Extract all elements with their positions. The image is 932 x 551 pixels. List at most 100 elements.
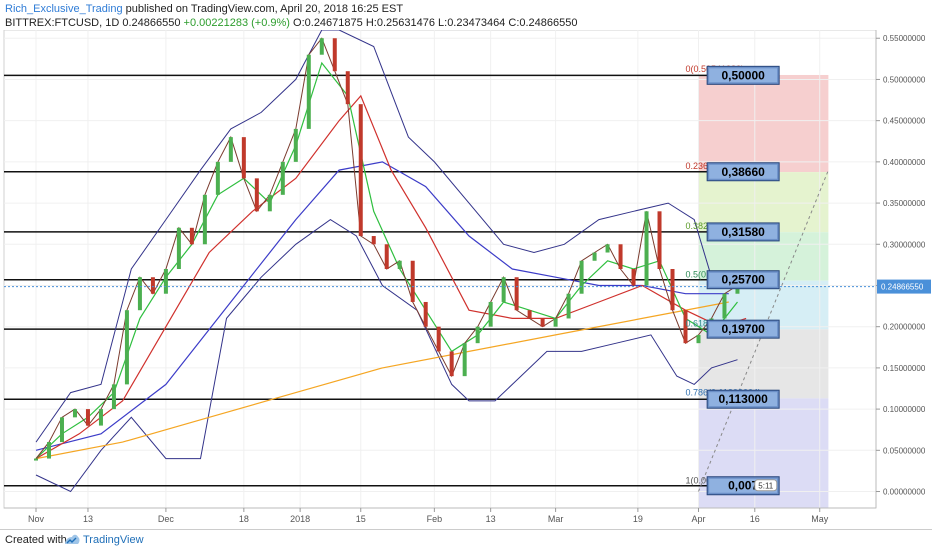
price-tick-label[interactable]: 0.50000000 bbox=[883, 75, 926, 84]
time-axis[interactable]: Nov 13 Dec 18 2018 15 Feb 13 Mar 19 Apr 16 May bbox=[4, 507, 876, 524]
candle-body bbox=[215, 161, 220, 195]
chart-footer: Created with TradingView bbox=[0, 529, 932, 551]
time-tick-label[interactable]: 18 bbox=[239, 514, 249, 524]
time-tick-label[interactable]: Mar bbox=[548, 514, 564, 524]
price-axis[interactable]: 0.55000000 0.50000000 0.45000000 0.40000000… bbox=[875, 30, 931, 508]
horizontal-levels[interactable] bbox=[4, 74, 773, 487]
candle-body bbox=[332, 38, 337, 72]
candle-body bbox=[98, 409, 103, 426]
candle-body bbox=[124, 310, 129, 385]
level-box-label[interactable]: 0,113000 bbox=[718, 392, 768, 406]
fib-zones bbox=[698, 74, 829, 508]
candle-body bbox=[202, 194, 207, 245]
candle-body bbox=[59, 417, 64, 443]
candle-body bbox=[410, 260, 415, 302]
time-tick-label[interactable]: May bbox=[811, 514, 829, 524]
time-tick-label[interactable]: Dec bbox=[158, 514, 175, 524]
price-tick-label[interactable]: 0.40000000 bbox=[883, 158, 926, 167]
level-box-label[interactable]: 0,007 bbox=[728, 479, 758, 493]
time-tick-label[interactable]: Nov bbox=[28, 514, 45, 524]
ma-blue-line bbox=[35, 161, 729, 451]
candle-body bbox=[384, 244, 389, 269]
tradingview-brand[interactable]: TradingView bbox=[83, 534, 144, 546]
current-price-tag[interactable] bbox=[877, 279, 931, 294]
time-tick-label[interactable]: Apr bbox=[691, 514, 705, 524]
candle-body bbox=[189, 227, 194, 245]
symbol-label: BITTREX:FTCUSD, 1D bbox=[5, 17, 120, 29]
candle-body bbox=[267, 194, 272, 212]
candle-body bbox=[85, 409, 90, 426]
time-tick-label[interactable]: 13 bbox=[486, 514, 496, 524]
candle-body bbox=[657, 211, 662, 269]
candle-body bbox=[501, 277, 506, 302]
level-box-label[interactable]: 0,25700 bbox=[721, 273, 765, 287]
level-box-label[interactable]: 0,31580 bbox=[721, 225, 765, 239]
time-tick-label[interactable]: 2018 bbox=[290, 514, 310, 524]
price-tick-label[interactable]: 0.15000000 bbox=[883, 364, 926, 373]
candle-body bbox=[111, 384, 116, 410]
time-tick-label[interactable]: 16 bbox=[750, 514, 760, 524]
countdown-badge-bg bbox=[754, 479, 778, 492]
grid bbox=[3, 30, 877, 509]
close-value: C:0.24866550 bbox=[508, 17, 578, 29]
candle-body bbox=[462, 343, 467, 377]
candle-body bbox=[449, 351, 454, 377]
fib-zone bbox=[698, 172, 829, 233]
price-tick-label[interactable]: 0.35000000 bbox=[883, 199, 926, 208]
symbol-ohlc-line: BITTREX:FTCUSD, 1D 0.24866550 +0.0022128… bbox=[5, 17, 578, 29]
current-price-label[interactable]: 0.24866550 bbox=[881, 283, 924, 292]
candle-body bbox=[540, 318, 545, 327]
fib-zone bbox=[698, 329, 829, 399]
level-box-label[interactable]: 0,38660 bbox=[721, 165, 765, 179]
level-box-label[interactable]: 0,50000 bbox=[721, 68, 765, 82]
projection-line bbox=[698, 169, 829, 492]
level-box-inner bbox=[709, 322, 778, 337]
candle-body bbox=[566, 293, 571, 319]
countdown-label: 5:11 bbox=[758, 482, 774, 491]
candle-body bbox=[579, 260, 584, 294]
candle-body bbox=[436, 326, 441, 352]
candle-body bbox=[72, 409, 77, 418]
time-tick-label[interactable]: 13 bbox=[83, 514, 93, 524]
low-value: L:0.23473464 bbox=[438, 17, 506, 29]
level-label-boxes[interactable]: 0,50000 0,38660 0,31580 0,25700 0,19700 0,113… bbox=[706, 65, 780, 496]
level-box-inner bbox=[709, 68, 778, 83]
level-box-inner bbox=[709, 224, 778, 239]
price-tick-label[interactable]: 0.00000000 bbox=[883, 488, 926, 497]
price-tick-label[interactable]: 0.30000000 bbox=[883, 240, 926, 249]
candle-body bbox=[293, 128, 298, 162]
candle-body bbox=[345, 71, 350, 105]
candle-body bbox=[46, 442, 51, 459]
level-box-label[interactable]: 0,19700 bbox=[721, 322, 765, 336]
candle-body bbox=[605, 244, 610, 253]
price-tick-label[interactable]: 0.05000000 bbox=[883, 446, 926, 455]
tradingview-logo-icon[interactable] bbox=[64, 532, 80, 546]
candle-body bbox=[553, 318, 558, 327]
series-lines bbox=[4, 30, 876, 493]
candle-body bbox=[397, 260, 402, 269]
time-tick-label[interactable]: Feb bbox=[427, 514, 443, 524]
candle-body bbox=[475, 326, 480, 344]
candle-body bbox=[254, 178, 259, 212]
fib-zone bbox=[698, 398, 829, 487]
price-tick-label[interactable]: 0.20000000 bbox=[883, 323, 926, 332]
candle-body bbox=[527, 310, 532, 319]
candle-body bbox=[618, 244, 623, 269]
level-box-inner bbox=[709, 392, 778, 407]
price-chart[interactable]: 0(0.50541382)0.236(0.38759726)0.382(0.31… bbox=[0, 30, 932, 529]
time-tick-label[interactable]: 19 bbox=[633, 514, 643, 524]
candle-body bbox=[423, 301, 428, 327]
countdown-badge: 5:11 bbox=[754, 479, 778, 492]
price-tick-label[interactable]: 0.45000000 bbox=[883, 117, 926, 126]
candle-body bbox=[228, 137, 233, 162]
author-link[interactable]: Rich_Exclusive_Trading bbox=[5, 3, 123, 15]
time-tick-label[interactable]: 15 bbox=[356, 514, 366, 524]
publish-line: Rich_Exclusive_Trading published on Trad… bbox=[5, 3, 403, 15]
candle-body bbox=[241, 137, 246, 179]
candle-body bbox=[514, 277, 519, 311]
price-tick-label[interactable]: 0.10000000 bbox=[883, 405, 926, 414]
candle-body bbox=[358, 104, 363, 237]
candle-body bbox=[683, 310, 688, 344]
price-tick-label[interactable]: 0.55000000 bbox=[883, 34, 926, 43]
candle-body bbox=[722, 293, 727, 319]
